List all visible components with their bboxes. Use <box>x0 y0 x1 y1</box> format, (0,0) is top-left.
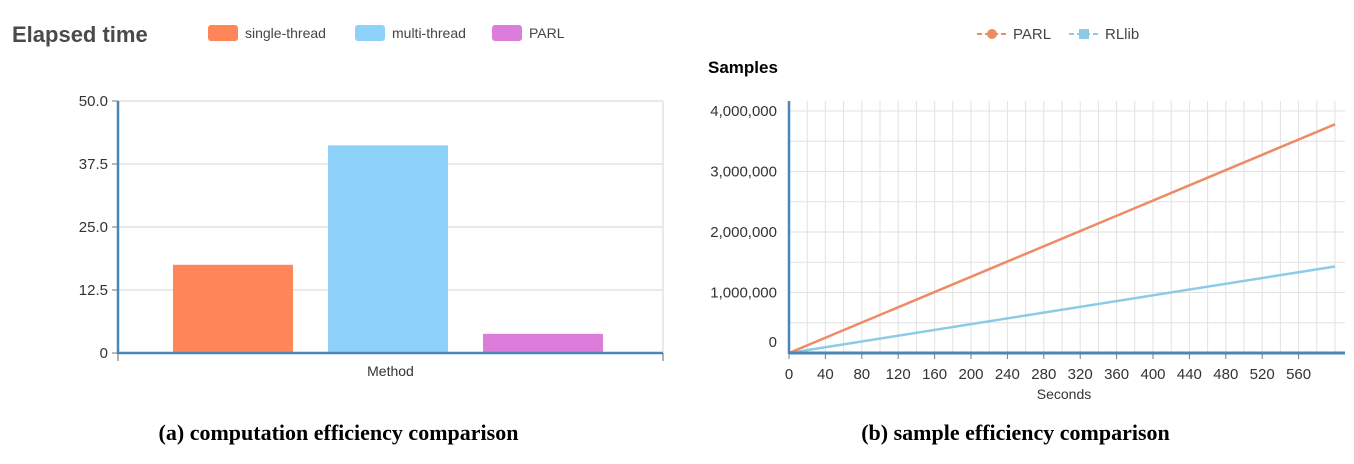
legend-label-0: single-thread <box>245 25 326 41</box>
x-tick-label: 200 <box>958 366 983 383</box>
caption-a: (a) computation efficiency comparison <box>158 420 519 445</box>
legend-label-1: RLlib <box>1105 26 1139 43</box>
legend-label-0: PARL <box>1013 26 1051 43</box>
y-tick-label: 3,000,000 <box>710 164 777 181</box>
y-tick-label: 12.5 <box>79 282 108 299</box>
x-tick-label: 400 <box>1140 366 1165 383</box>
x-tick-label: 280 <box>1031 366 1056 383</box>
x-axis-label: Method <box>367 363 414 379</box>
bar-multi-thread <box>328 145 448 353</box>
y-tick-label: 2,000,000 <box>710 224 777 241</box>
y-tick-label: 0 <box>100 345 108 362</box>
y-tick-label: 0 <box>769 334 777 351</box>
legend-marker-circle <box>987 29 997 39</box>
bar-single-thread <box>173 264 293 353</box>
x-tick-label: 360 <box>1104 366 1129 383</box>
chart-title: Elapsed time <box>12 22 148 47</box>
y-tick-label: 50.0 <box>79 93 108 110</box>
caption-b: (b) sample efficiency comparison <box>861 420 1170 445</box>
elapsed-time-chart: Elapsed time single-thread multi-thread PAR… <box>12 22 664 379</box>
x-tick-label: 320 <box>1068 366 1093 383</box>
legend-swatch-1 <box>355 25 385 41</box>
chart-title: Samples <box>708 58 778 77</box>
x-tick-label: 120 <box>886 366 911 383</box>
legend-swatch-2 <box>492 25 522 41</box>
y-tick-label: 37.5 <box>79 156 108 173</box>
series-line-parl <box>788 123 1336 355</box>
x-axis-label: Seconds <box>1037 386 1091 402</box>
line-chart-panel: PARL RLlib Samples 0 1,000,000 2,000,000 3,000… <box>677 0 1354 464</box>
samples-chart: PARL RLlib Samples 0 1,000,000 2,000,000 3,000… <box>708 26 1345 402</box>
bar-parl <box>483 333 603 353</box>
y-tick-label: 1,000,000 <box>710 285 777 302</box>
x-tick-label: 0 <box>785 366 793 383</box>
bar-chart-panel: Elapsed time single-thread multi-thread PAR… <box>12 22 664 445</box>
legend-label-1: multi-thread <box>392 25 466 41</box>
x-tick-label: 240 <box>995 366 1020 383</box>
x-tick-label: 40 <box>817 366 834 383</box>
x-tick-label: 80 <box>853 366 870 383</box>
x-tick-label: 560 <box>1286 366 1311 383</box>
y-tick-label: 25.0 <box>79 219 108 236</box>
legend-marker-square <box>1079 29 1089 39</box>
x-tick-label: 160 <box>922 366 947 383</box>
x-tick-label: 440 <box>1177 366 1202 383</box>
x-tick-label: 480 <box>1213 366 1238 383</box>
legend-swatch-0 <box>208 25 238 41</box>
legend-label-2: PARL <box>529 25 565 41</box>
x-tick-label: 520 <box>1250 366 1275 383</box>
series-line-rllib <box>788 265 1336 355</box>
y-tick-label: 4,000,000 <box>710 103 777 120</box>
